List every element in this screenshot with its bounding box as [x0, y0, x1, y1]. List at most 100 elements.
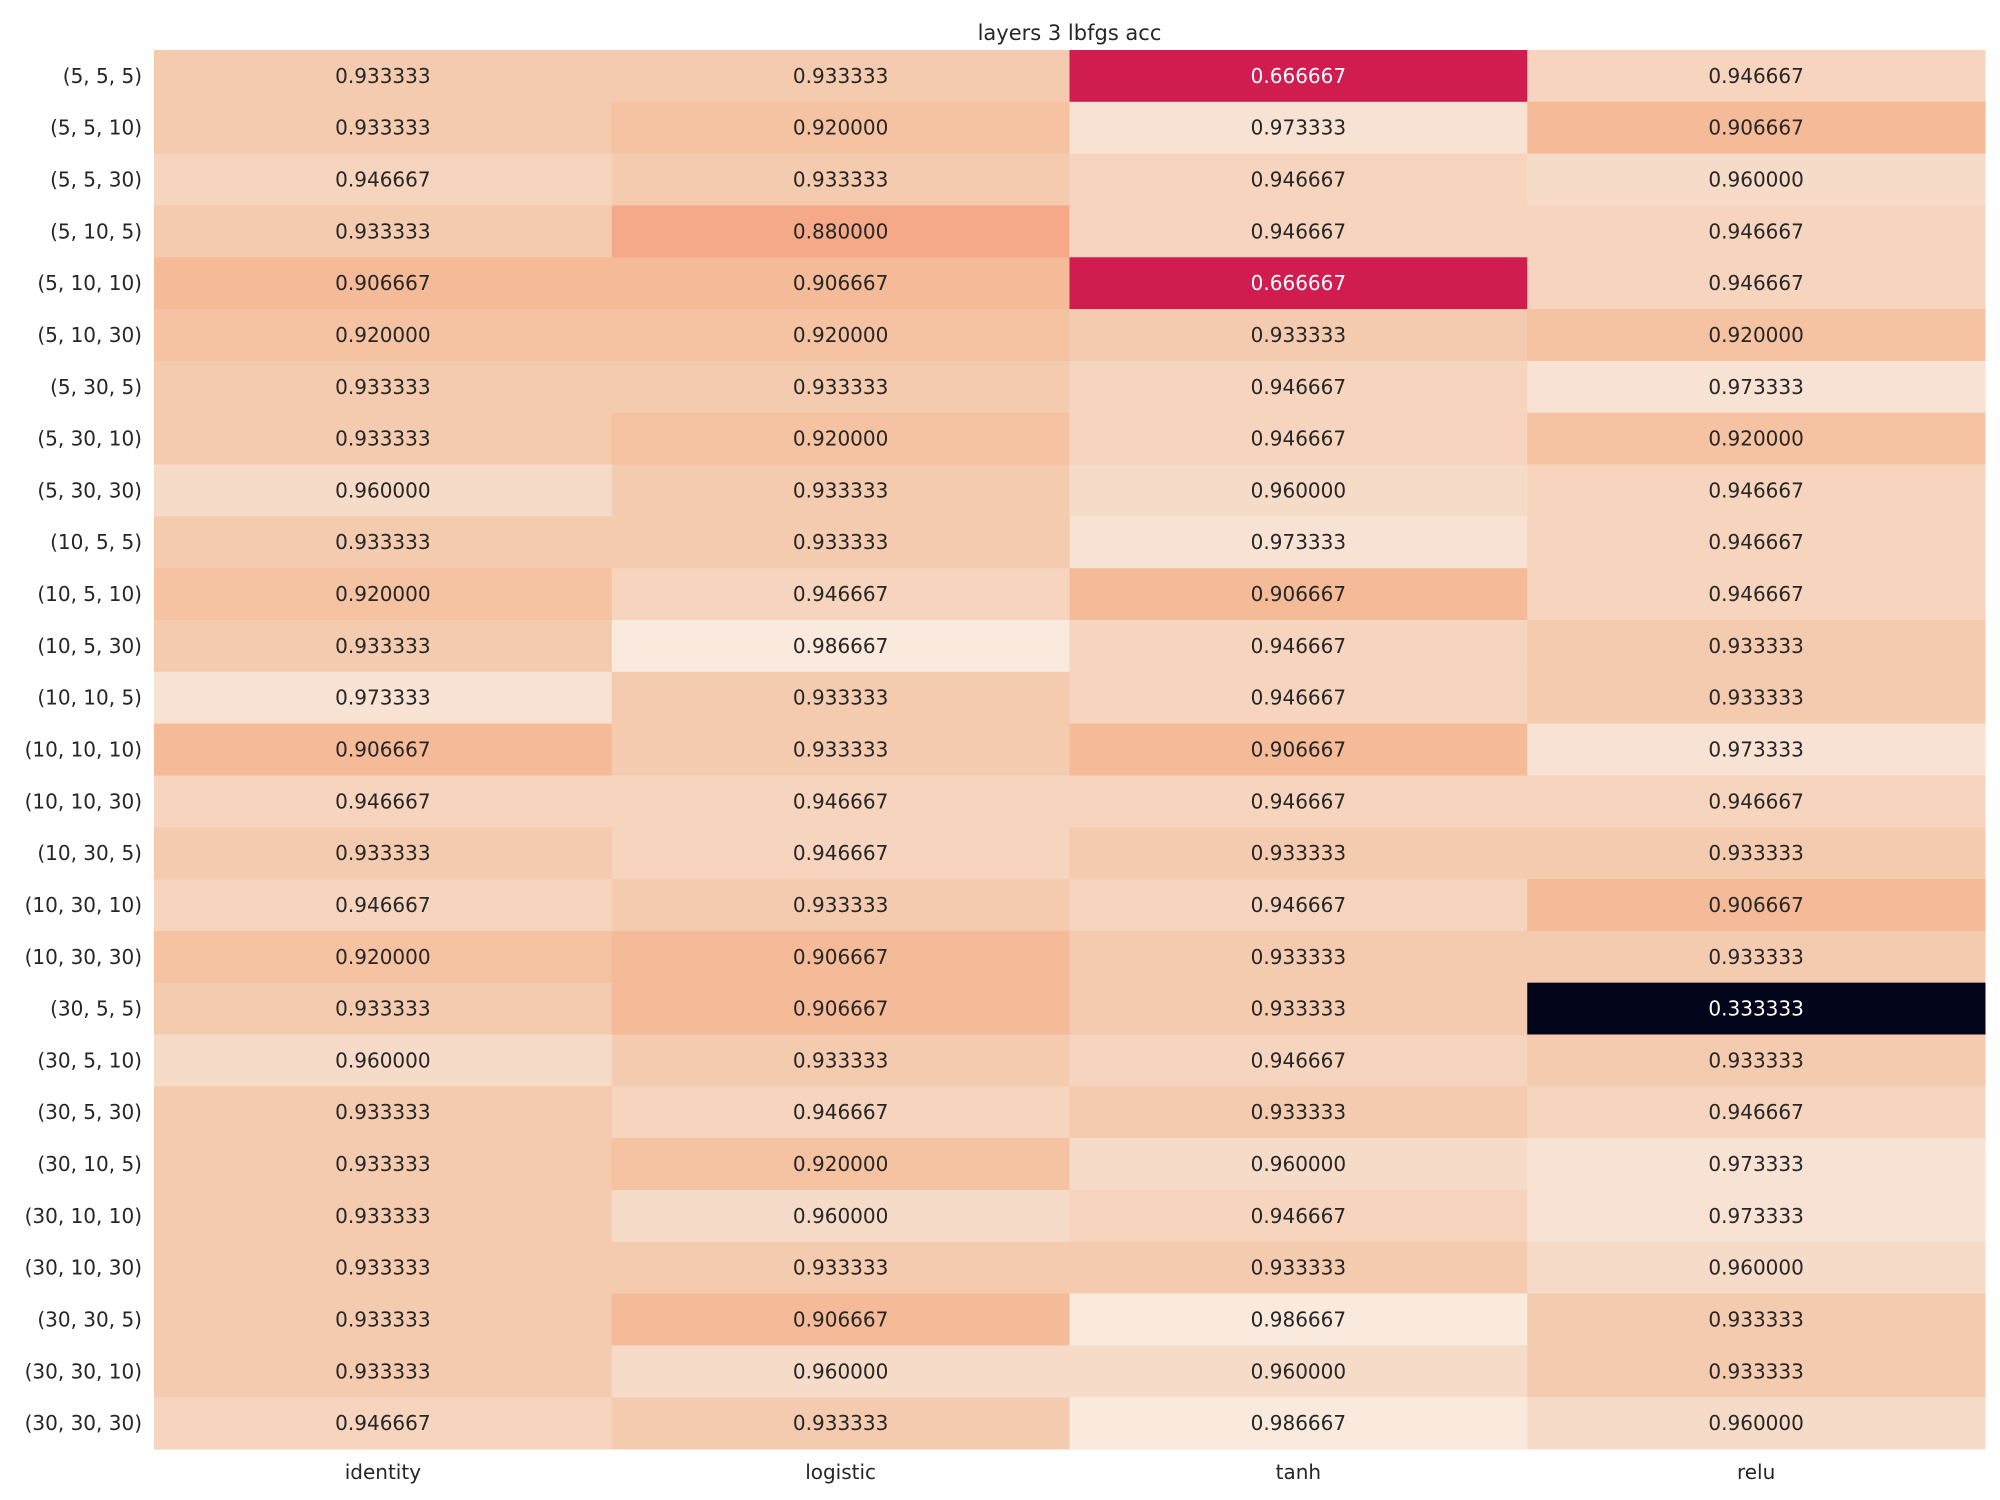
heatmap-cell: [611, 1397, 1070, 1450]
y-tick-label: (5, 5, 30): [50, 168, 142, 192]
heatmap-cell-label: 0.960000: [335, 1048, 430, 1072]
heatmap-cell-label: 0.946667: [335, 1411, 430, 1435]
y-axis-tick-labels: (5, 5, 5) (5, 5, 10) (5, 5, 30) (5, 10, 5) (…: [25, 64, 142, 1435]
heatmap-cell-label: 0.946667: [1251, 375, 1346, 399]
heatmap-cell-label: 0.946667: [1251, 1204, 1346, 1228]
heatmap-cell: [154, 1034, 613, 1087]
heatmap-cell-label: 0.933333: [335, 116, 430, 140]
heatmap-cell: [1527, 309, 1986, 362]
heatmap-cell: [1069, 412, 1528, 466]
heatmap-cell-label: 0.946667: [1251, 427, 1346, 451]
heatmap-cell-label: 0.906667: [793, 1307, 888, 1331]
heatmap-cell: [1069, 1034, 1528, 1087]
heatmap-cell-label: 0.933333: [1251, 323, 1346, 347]
heatmap-cell-label: 0.933333: [1251, 841, 1346, 865]
heatmap-cell-label: 0.986667: [1251, 1411, 1346, 1435]
heatmap-cell: [611, 879, 1070, 932]
heatmap-cell-label: 0.933333: [793, 686, 888, 710]
heatmap-cell-label: 0.920000: [335, 945, 430, 969]
heatmap-cell-label: 0.960000: [1708, 168, 1803, 192]
heatmap-cell-label: 0.920000: [793, 427, 888, 451]
heatmap-cell: [1069, 257, 1528, 310]
heatmap-cell-label: 0.946667: [793, 1100, 888, 1124]
heatmap-cell-label: 0.920000: [1708, 427, 1803, 451]
heatmap-cell: [1069, 50, 1528, 103]
heatmap-cell: [1069, 1397, 1528, 1450]
heatmap-cell-label: 0.946667: [1251, 168, 1346, 192]
heatmap-cell: [1069, 1189, 1528, 1243]
heatmap-cell-label: 0.906667: [1251, 738, 1346, 762]
heatmap-cell-label: 0.933333: [793, 168, 888, 192]
heatmap-cell-label: 0.960000: [1708, 1256, 1803, 1280]
y-tick-label: (10, 5, 30): [37, 634, 142, 658]
heatmap-cell: [1527, 1138, 1986, 1191]
heatmap-cell: [1069, 568, 1528, 621]
heatmap-cell: [1527, 775, 1986, 828]
heatmap-cell: [611, 671, 1070, 725]
heatmap-cell-label: 0.933333: [793, 375, 888, 399]
heatmap-cell: [611, 464, 1070, 517]
heatmap-cell-label: 0.933333: [1251, 945, 1346, 969]
heatmap-cell-label: 0.946667: [793, 789, 888, 813]
heatmap-cell: [611, 1241, 1070, 1295]
heatmap-cell: [154, 1397, 613, 1450]
heatmap-cell-label: 0.933333: [335, 530, 430, 554]
heatmap-cell-label: 0.933333: [1708, 686, 1803, 710]
heatmap-cell: [611, 412, 1070, 466]
heatmap-cell: [1069, 879, 1528, 932]
heatmap-cell: [154, 930, 613, 984]
heatmap-cell: [1069, 360, 1528, 414]
y-tick-label: (10, 5, 10): [37, 582, 142, 606]
heatmap-cell: [154, 360, 613, 414]
heatmap-cell-label: 0.933333: [335, 1256, 430, 1280]
heatmap-cell: [1527, 101, 1986, 155]
heatmap-cell: [154, 516, 613, 569]
heatmap-cell-label: 0.906667: [335, 271, 430, 295]
y-tick-label: (30, 30, 10): [25, 1359, 142, 1383]
y-tick-label: (10, 30, 10): [25, 893, 142, 917]
heatmap-cell: [611, 1034, 1070, 1087]
heatmap-cell: [611, 257, 1070, 310]
y-tick-label: (5, 10, 30): [37, 323, 142, 347]
heatmap-cell-label: 0.933333: [1708, 945, 1803, 969]
heatmap-cell-label: 0.906667: [335, 738, 430, 762]
heatmap-cell: [1527, 930, 1986, 984]
heatmap-cell: [1527, 723, 1986, 776]
heatmap-cell-label: 0.933333: [1251, 997, 1346, 1021]
heatmap-cell: [611, 205, 1070, 258]
heatmap-cell-label: 0.933333: [793, 64, 888, 88]
heatmap-cell: [154, 879, 613, 932]
heatmap-cell: [611, 982, 1070, 1035]
heatmap-cell: [1527, 827, 1986, 880]
heatmap-cell: [1527, 568, 1986, 621]
heatmap-cell: [1527, 879, 1986, 932]
heatmap-cell-label: 0.920000: [793, 116, 888, 140]
y-tick-label: (30, 5, 10): [37, 1048, 142, 1072]
heatmap-cell-label: 0.933333: [793, 1256, 888, 1280]
heatmap-cell-label: 0.906667: [793, 945, 888, 969]
heatmap-cell-label: 0.946667: [335, 789, 430, 813]
heatmap-cell-labels: 0.933333 0.933333 0.666667 0.946667 0.933333…: [335, 64, 1804, 1435]
heatmap-cell-label: 0.933333: [335, 64, 430, 88]
heatmap-cell-label: 0.986667: [793, 634, 888, 658]
heatmap-cell: [1527, 257, 1986, 310]
heatmap-cell-label: 0.906667: [1251, 582, 1346, 606]
heatmap-cell-label: 0.933333: [335, 1307, 430, 1331]
heatmap-cell: [1527, 412, 1986, 466]
heatmap-cell: [1069, 101, 1528, 155]
heatmap-cell: [611, 1189, 1070, 1243]
y-tick-label: (5, 30, 5): [50, 375, 142, 399]
heatmap-cell-label: 0.933333: [335, 427, 430, 451]
heatmap-cell-label: 0.946667: [1251, 893, 1346, 917]
heatmap-cell: [1069, 1345, 1528, 1398]
heatmap-cell-label: 0.906667: [1708, 116, 1803, 140]
heatmap-cell-label: 0.973333: [1708, 1152, 1803, 1176]
heatmap-cell: [154, 412, 613, 466]
heatmap-cell-label: 0.946667: [1251, 634, 1346, 658]
heatmap-cell: [1527, 1397, 1986, 1450]
y-tick-label: (10, 5, 5): [50, 530, 142, 554]
heatmap-cell-label: 0.933333: [335, 219, 430, 243]
y-tick-label: (5, 5, 5): [63, 64, 142, 88]
heatmap-cell-label: 0.933333: [1708, 841, 1803, 865]
heatmap-cell: [1069, 671, 1528, 725]
